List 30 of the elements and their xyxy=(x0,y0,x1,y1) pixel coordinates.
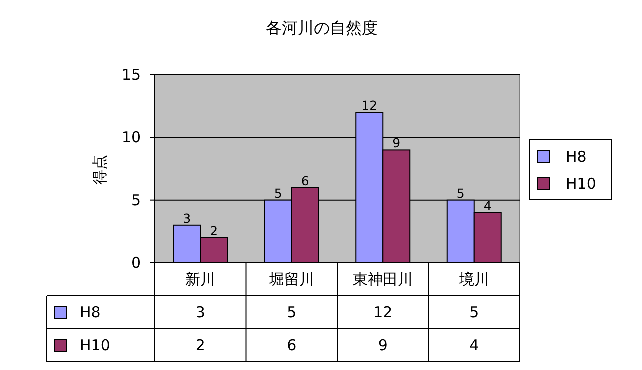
annotation: 3 xyxy=(183,210,192,226)
data-label: 3 xyxy=(196,304,206,322)
y-tick-label: 0 xyxy=(131,254,141,272)
data-label: 6 xyxy=(287,336,297,354)
annotation: 6 xyxy=(301,173,310,188)
text: H8 xyxy=(566,148,587,166)
annotation: 2 xyxy=(210,223,218,238)
y-tick-label: 5 xyxy=(131,191,141,210)
data-label: 5 xyxy=(287,304,297,322)
x-tick-label: 堀留川 xyxy=(268,270,314,288)
data-label: 2 xyxy=(196,336,206,354)
annotation: 5 xyxy=(274,186,282,201)
annotation: 5 xyxy=(456,186,465,201)
data-label: 9 xyxy=(378,336,388,354)
chart-title: 各河川の自然度 xyxy=(266,18,378,38)
data-label: 4 xyxy=(470,336,480,354)
annotation: 4 xyxy=(484,198,492,214)
data-label: 12 xyxy=(374,304,393,322)
annotation: 9 xyxy=(392,136,401,151)
y-tick-label: 15 xyxy=(122,66,141,84)
data-label: 5 xyxy=(470,304,480,322)
x-tick-label: 東神田川 xyxy=(353,270,414,288)
text: H10 xyxy=(80,336,110,354)
y-tick-label: 10 xyxy=(122,128,141,147)
x-tick-label: 境川 xyxy=(458,270,490,288)
y-axis-title: 得点 xyxy=(91,155,109,185)
legend-label: H8 xyxy=(80,304,101,322)
annotation: 12 xyxy=(362,98,378,114)
legend-label: H10 xyxy=(566,175,596,193)
x-tick-label: 新川 xyxy=(186,270,216,288)
